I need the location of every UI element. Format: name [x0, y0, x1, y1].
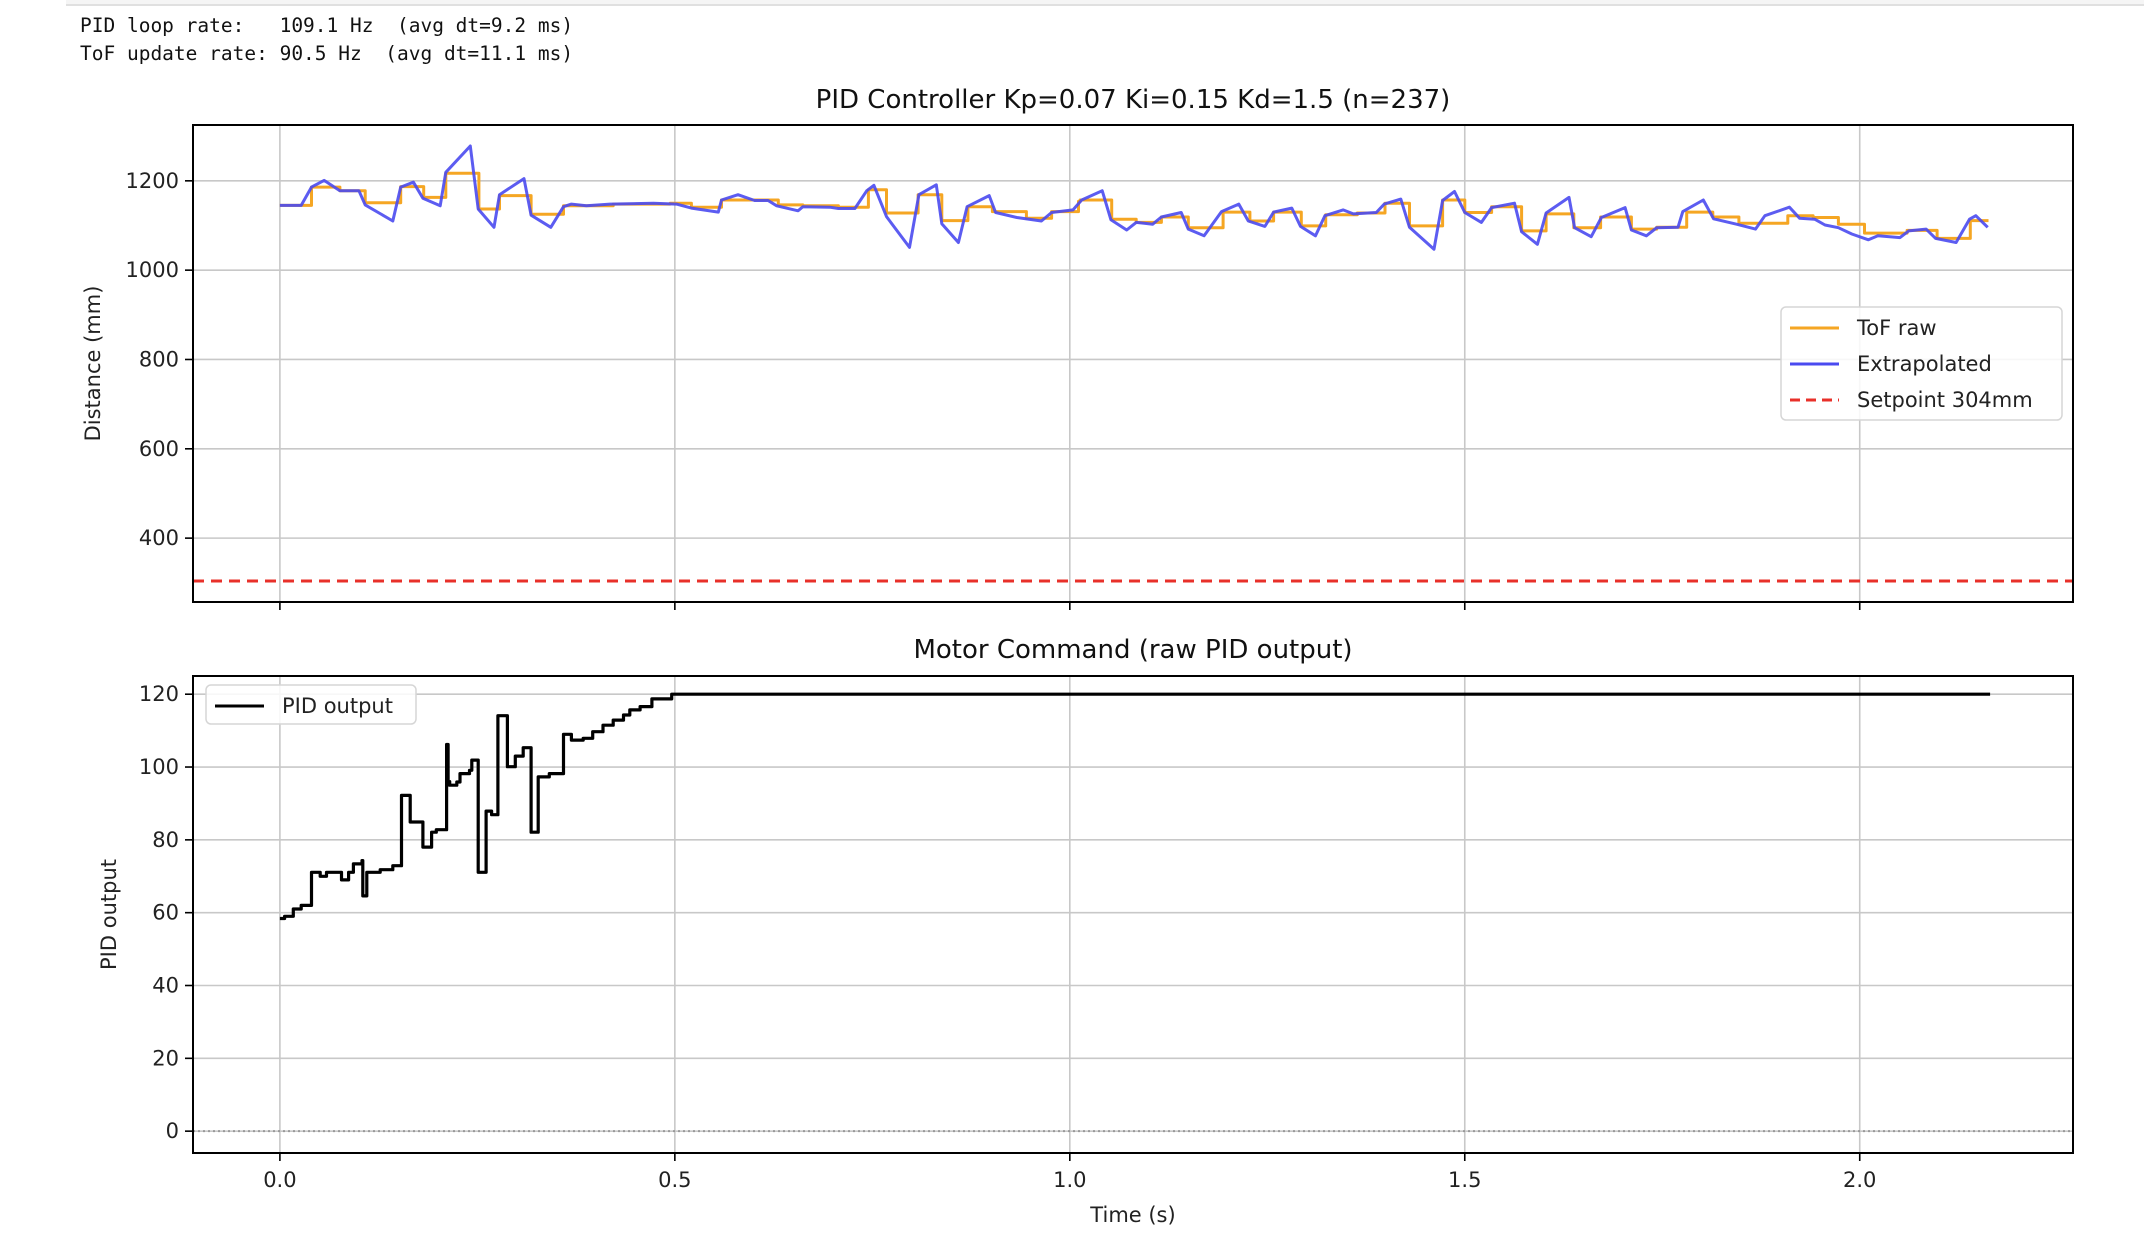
distance-plot-title: PID Controller Kp=0.07 Ki=0.15 Kd=1.5 (n… [816, 85, 1451, 115]
pid-output-line [279, 692, 1991, 921]
legend-label: PID output [282, 694, 393, 718]
distance-plot: 400 600 800 1000 1200 PID Controller Kp=0.07… [81, 85, 2074, 610]
motor-legend: PID output [205, 684, 417, 725]
tof-update-rate-text: ToF update rate: 90.5 Hz (avg dt=11.1 ms… [80, 42, 574, 65]
x-tick-label: 0.0 [263, 1168, 296, 1192]
y-tick-label: 1200 [126, 169, 179, 193]
legend-box [205, 684, 417, 725]
motor-grid [193, 676, 2073, 1153]
pid-loop-rate-text: PID loop rate: 109.1 Hz (avg dt=9.2 ms) [80, 14, 574, 37]
y-tick-label: 40 [152, 974, 179, 998]
legend-box [1780, 306, 2063, 421]
x-tick-label: 2.0 [1843, 1168, 1876, 1192]
motor-ticks: 0.0 0.5 1.0 1.5 2.0 0 20 40 60 80 100 120 [139, 682, 1877, 1192]
time-x-axis-label: Time (s) [1089, 1203, 1175, 1227]
y-tick-label: 600 [139, 437, 179, 461]
legend-label: Extrapolated [1857, 352, 1992, 376]
legend-label: Setpoint 304mm [1857, 388, 2033, 412]
x-tick-label: 1.0 [1053, 1168, 1086, 1192]
distance-axes-frame [192, 124, 2074, 603]
motor-axes-frame [192, 675, 2074, 1154]
y-tick-label: 120 [139, 682, 179, 706]
x-tick-label: 1.5 [1448, 1168, 1481, 1192]
y-tick-label: 80 [152, 828, 179, 852]
y-tick-label: 0 [166, 1119, 179, 1143]
extrapolated-line [279, 144, 1989, 251]
y-tick-label: 400 [139, 526, 179, 550]
stdout-output: PID loop rate: 109.1 Hz (avg dt=9.2 ms) T… [80, 12, 573, 68]
y-tick-label: 1000 [126, 258, 179, 282]
motor-series [193, 692, 2073, 1133]
y-tick-label: 100 [139, 755, 179, 779]
y-tick-label: 800 [139, 347, 179, 371]
motor-plot-title: Motor Command (raw PID output) [913, 635, 1352, 665]
distance-y-axis-label: Distance (mm) [81, 286, 105, 442]
motor-y-axis-label: PID output [97, 859, 121, 970]
legend-label: ToF raw [1856, 316, 1937, 340]
motor-command-plot: 0.0 0.5 1.0 1.5 2.0 0 20 40 60 80 100 120 Motor Com… [97, 635, 2074, 1227]
y-tick-label: 20 [152, 1046, 179, 1070]
distance-series [193, 144, 2073, 583]
distance-legend: ToF raw Extrapolated Setpoint 304mm [1780, 306, 2063, 421]
tof-raw-line [279, 171, 1989, 240]
y-tick-label: 60 [152, 901, 179, 925]
distance-ticks: 400 600 800 1000 1200 [126, 169, 1861, 610]
x-tick-label: 0.5 [658, 1168, 691, 1192]
previous-cell-output-border [66, 0, 2144, 6]
